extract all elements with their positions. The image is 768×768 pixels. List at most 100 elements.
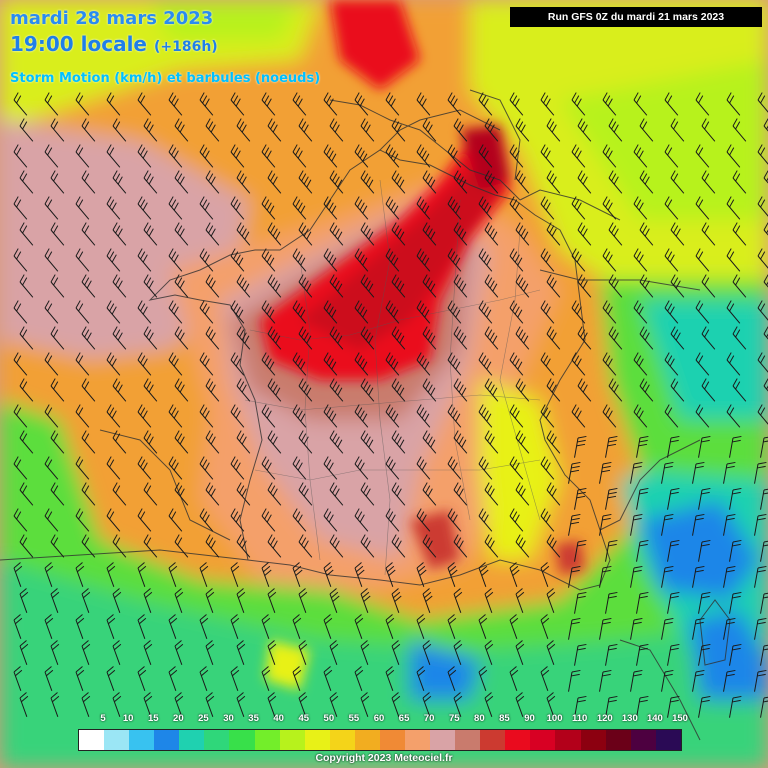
wind-barb-icon bbox=[75, 92, 90, 116]
legend-label: 80 bbox=[474, 713, 485, 724]
wind-barb-icon bbox=[633, 196, 648, 220]
wind-barb-icon bbox=[292, 508, 307, 532]
legend-label: 140 bbox=[646, 713, 663, 724]
wind-barb-icon bbox=[143, 640, 153, 665]
wind-barb-icon bbox=[143, 534, 158, 558]
wind-barb-icon bbox=[50, 692, 60, 717]
wind-barb-icon bbox=[236, 274, 251, 298]
wind-barb-icon bbox=[484, 118, 499, 142]
wind-barb-icon bbox=[323, 562, 334, 587]
wind-barb-icon bbox=[329, 378, 344, 402]
wind-barb-icon bbox=[540, 300, 555, 324]
wind-barb-icon bbox=[298, 222, 313, 246]
wind-barb-icon bbox=[453, 378, 468, 402]
wind-barb-icon bbox=[298, 274, 313, 298]
wind-barb-icon bbox=[509, 666, 519, 691]
wind-barb-icon bbox=[261, 666, 271, 691]
legend-swatch bbox=[430, 730, 456, 750]
wind-barb-icon bbox=[360, 118, 375, 142]
wind-barb-icon bbox=[143, 170, 158, 194]
wind-barb-icon bbox=[385, 92, 400, 116]
wind-barb-icon bbox=[75, 144, 90, 168]
wind-barb-icon bbox=[236, 326, 251, 350]
wind-barb-icon bbox=[574, 643, 587, 666]
region-borders bbox=[244, 179, 541, 576]
wind-barb-icon bbox=[515, 274, 530, 298]
wind-barb-icon bbox=[292, 248, 307, 272]
wind-barb-icon bbox=[44, 404, 59, 428]
wind-barb-icon bbox=[540, 666, 550, 691]
wind-barb-icon bbox=[137, 614, 147, 639]
wind-barb-icon bbox=[298, 640, 308, 665]
wind-barb-icon bbox=[633, 300, 648, 324]
wind-barb-icon bbox=[360, 274, 375, 298]
wind-barb-icon bbox=[205, 326, 220, 350]
wind-barb-icon bbox=[447, 92, 462, 116]
wind-barb-icon bbox=[385, 562, 396, 587]
wind-barb-icon bbox=[292, 300, 307, 324]
wind-barb-icon bbox=[754, 617, 767, 640]
wind-barb-icon bbox=[168, 352, 183, 376]
legend-swatch bbox=[630, 730, 656, 750]
wind-barb-icon bbox=[416, 248, 431, 272]
wind-barb-icon bbox=[13, 92, 28, 116]
model-run-label: Run GFS 0Z du mardi 21 mars 2023 bbox=[510, 7, 762, 27]
wind-barb-icon bbox=[391, 430, 406, 454]
wind-barb-icon bbox=[329, 222, 344, 246]
wind-barb-icon bbox=[329, 430, 344, 454]
legend-label: 45 bbox=[298, 713, 310, 724]
wind-barb-icon bbox=[484, 326, 499, 350]
wind-barb-icon bbox=[757, 196, 768, 220]
legend-swatch bbox=[79, 730, 105, 750]
forecast-time: 19:00 locale (+186h) bbox=[10, 32, 218, 56]
wind-barb-icon bbox=[515, 588, 525, 613]
wind-barb-icon bbox=[112, 430, 127, 454]
legend-swatch bbox=[354, 730, 380, 750]
wind-barb-icon bbox=[329, 326, 344, 350]
wind-barb-icon bbox=[329, 534, 344, 558]
wind-barb-icon bbox=[509, 300, 524, 324]
wind-barb-icon bbox=[667, 591, 680, 614]
wind-barb-icon bbox=[540, 614, 550, 639]
wind-barb-icon bbox=[50, 274, 65, 298]
wind-barb-icon bbox=[546, 274, 561, 298]
wind-barb-icon bbox=[168, 404, 183, 428]
wind-barb-icon bbox=[484, 588, 494, 613]
legend-swatch bbox=[480, 730, 506, 750]
wind-barb-icon bbox=[605, 435, 618, 458]
wind-barb-icon bbox=[757, 404, 768, 428]
wind-barb-icon bbox=[478, 508, 493, 532]
wind-barb-icon bbox=[484, 640, 494, 665]
legend-swatch bbox=[229, 730, 255, 750]
wind-barb-icon bbox=[143, 430, 158, 454]
legend-label: 5 bbox=[100, 713, 106, 724]
wind-barb-icon bbox=[230, 144, 245, 168]
wind-barb-icon bbox=[540, 404, 555, 428]
wind-barb-icon bbox=[695, 144, 710, 168]
wind-barb-icon bbox=[754, 669, 767, 692]
wind-barb-icon bbox=[478, 248, 493, 272]
wind-barb-icon bbox=[478, 404, 493, 428]
wind-barb-icon bbox=[546, 430, 561, 454]
wind-barb-icon bbox=[670, 222, 685, 246]
forecast-lead: (+186h) bbox=[153, 39, 218, 55]
wind-barb-icon bbox=[360, 640, 370, 665]
wind-barb-icon bbox=[636, 591, 649, 614]
wind-barb-icon bbox=[50, 534, 65, 558]
wind-barb-icon bbox=[661, 617, 674, 640]
wind-barb-icon bbox=[112, 170, 127, 194]
wind-barb-icon bbox=[723, 565, 736, 588]
wind-barb-icon bbox=[323, 352, 338, 376]
legend-swatch bbox=[279, 730, 305, 750]
wind-barb-icon bbox=[732, 274, 747, 298]
wind-barb-icon bbox=[546, 118, 561, 142]
wind-barb-icon bbox=[267, 588, 277, 613]
wind-barb-icon bbox=[236, 170, 251, 194]
legend-label: 50 bbox=[323, 713, 335, 724]
wind-barb-icon bbox=[81, 534, 96, 558]
wind-barb-icon bbox=[137, 456, 152, 480]
wind-barb-icon bbox=[13, 404, 28, 428]
wind-barb-icon bbox=[323, 614, 333, 639]
wind-barb-icon bbox=[546, 640, 556, 665]
wind-barb-icon bbox=[416, 666, 426, 691]
